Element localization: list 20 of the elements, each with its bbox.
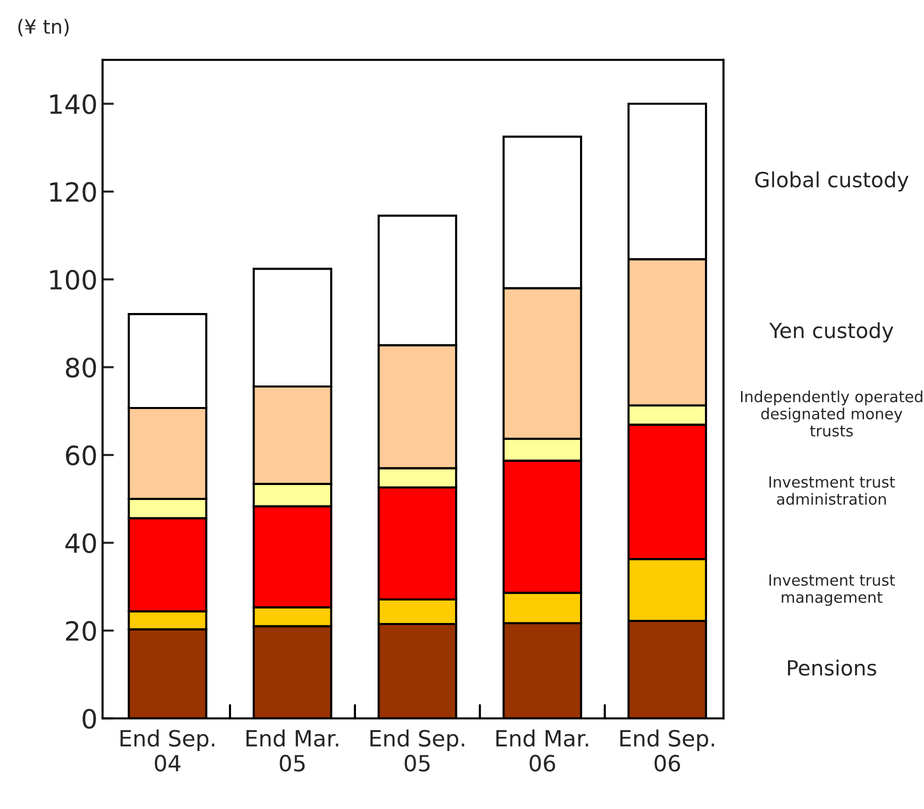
y-tick-label: 100: [50, 270, 96, 290]
text: Independently operated designated money trusts: [741, 390, 922, 437]
y-tick-label: 40: [65, 533, 96, 554]
text: Investment trust administration: [769, 476, 895, 505]
text: Yen custody: [769, 322, 894, 342]
x-tick-label: End Sep. 05: [370, 730, 464, 772]
text: Investment trust management: [769, 574, 895, 606]
y-axis-title: (¥ tn): [18, 18, 69, 36]
text: Global custody: [755, 171, 909, 192]
y-tick-label: 20: [66, 621, 96, 641]
x-tick-label: End Sep. 04: [120, 730, 214, 772]
y-tick-label: 80: [66, 358, 96, 378]
y-tick-label: 140: [50, 94, 96, 114]
y-tick-label: 60: [66, 445, 96, 466]
x-tick-label: End Mar. 06: [496, 730, 588, 772]
x-tick-label: End Mar. 05: [246, 730, 338, 772]
x-tick-label: End Sep. 06: [620, 730, 714, 772]
y-tick-label: 0: [82, 708, 96, 729]
text: Pensions: [788, 660, 876, 676]
y-tick-label: 120: [50, 182, 96, 202]
